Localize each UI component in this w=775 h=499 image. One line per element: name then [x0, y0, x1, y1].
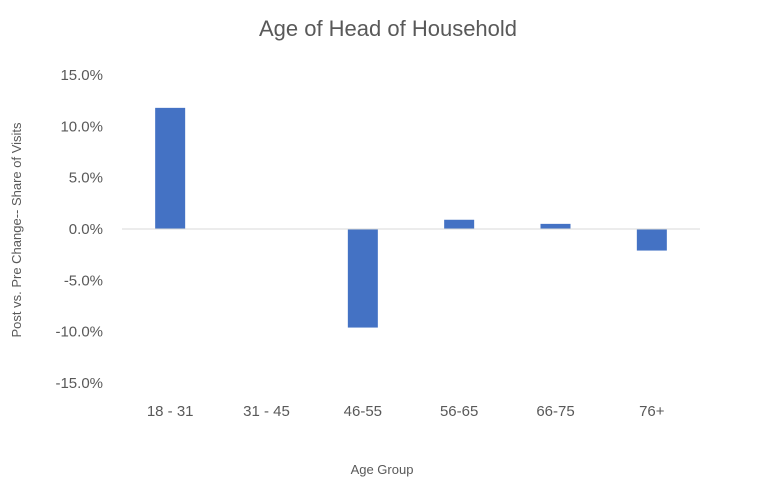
y-tick-label: -10.0% — [55, 324, 103, 341]
x-axis-ticks: 18 - 31 31 - 45 46-55 56-65 66-75 76+ — [147, 403, 665, 420]
y-tick-label: 0.0% — [69, 221, 103, 238]
x-tick-label: 46-55 — [344, 403, 382, 420]
x-axis-title: Age Group — [351, 462, 414, 477]
y-axis-title: Post vs. Pre Change-- Share of Visits — [9, 122, 24, 338]
x-tick-label: 18 - 31 — [147, 403, 194, 420]
bar — [444, 219, 475, 229]
y-tick-label: 15.0% — [60, 67, 103, 84]
y-tick-label: -5.0% — [64, 272, 103, 289]
bar — [155, 107, 186, 229]
y-axis-ticks: 15.0% 10.0% 5.0% 0.0% -5.0% -10.0% -15.0% — [55, 67, 103, 392]
y-tick-label: 10.0% — [60, 118, 103, 135]
x-tick-label: 76+ — [639, 403, 665, 420]
bar — [540, 223, 571, 229]
x-tick-label: 66-75 — [536, 403, 574, 420]
x-tick-label: 31 - 45 — [243, 403, 290, 420]
chart-title: Age of Head of Household — [259, 16, 517, 41]
bar — [636, 229, 667, 251]
bar — [347, 229, 378, 328]
y-tick-label: -15.0% — [55, 375, 103, 392]
y-tick-label: 5.0% — [69, 170, 103, 187]
x-tick-label: 56-65 — [440, 403, 478, 420]
bars — [155, 107, 667, 328]
